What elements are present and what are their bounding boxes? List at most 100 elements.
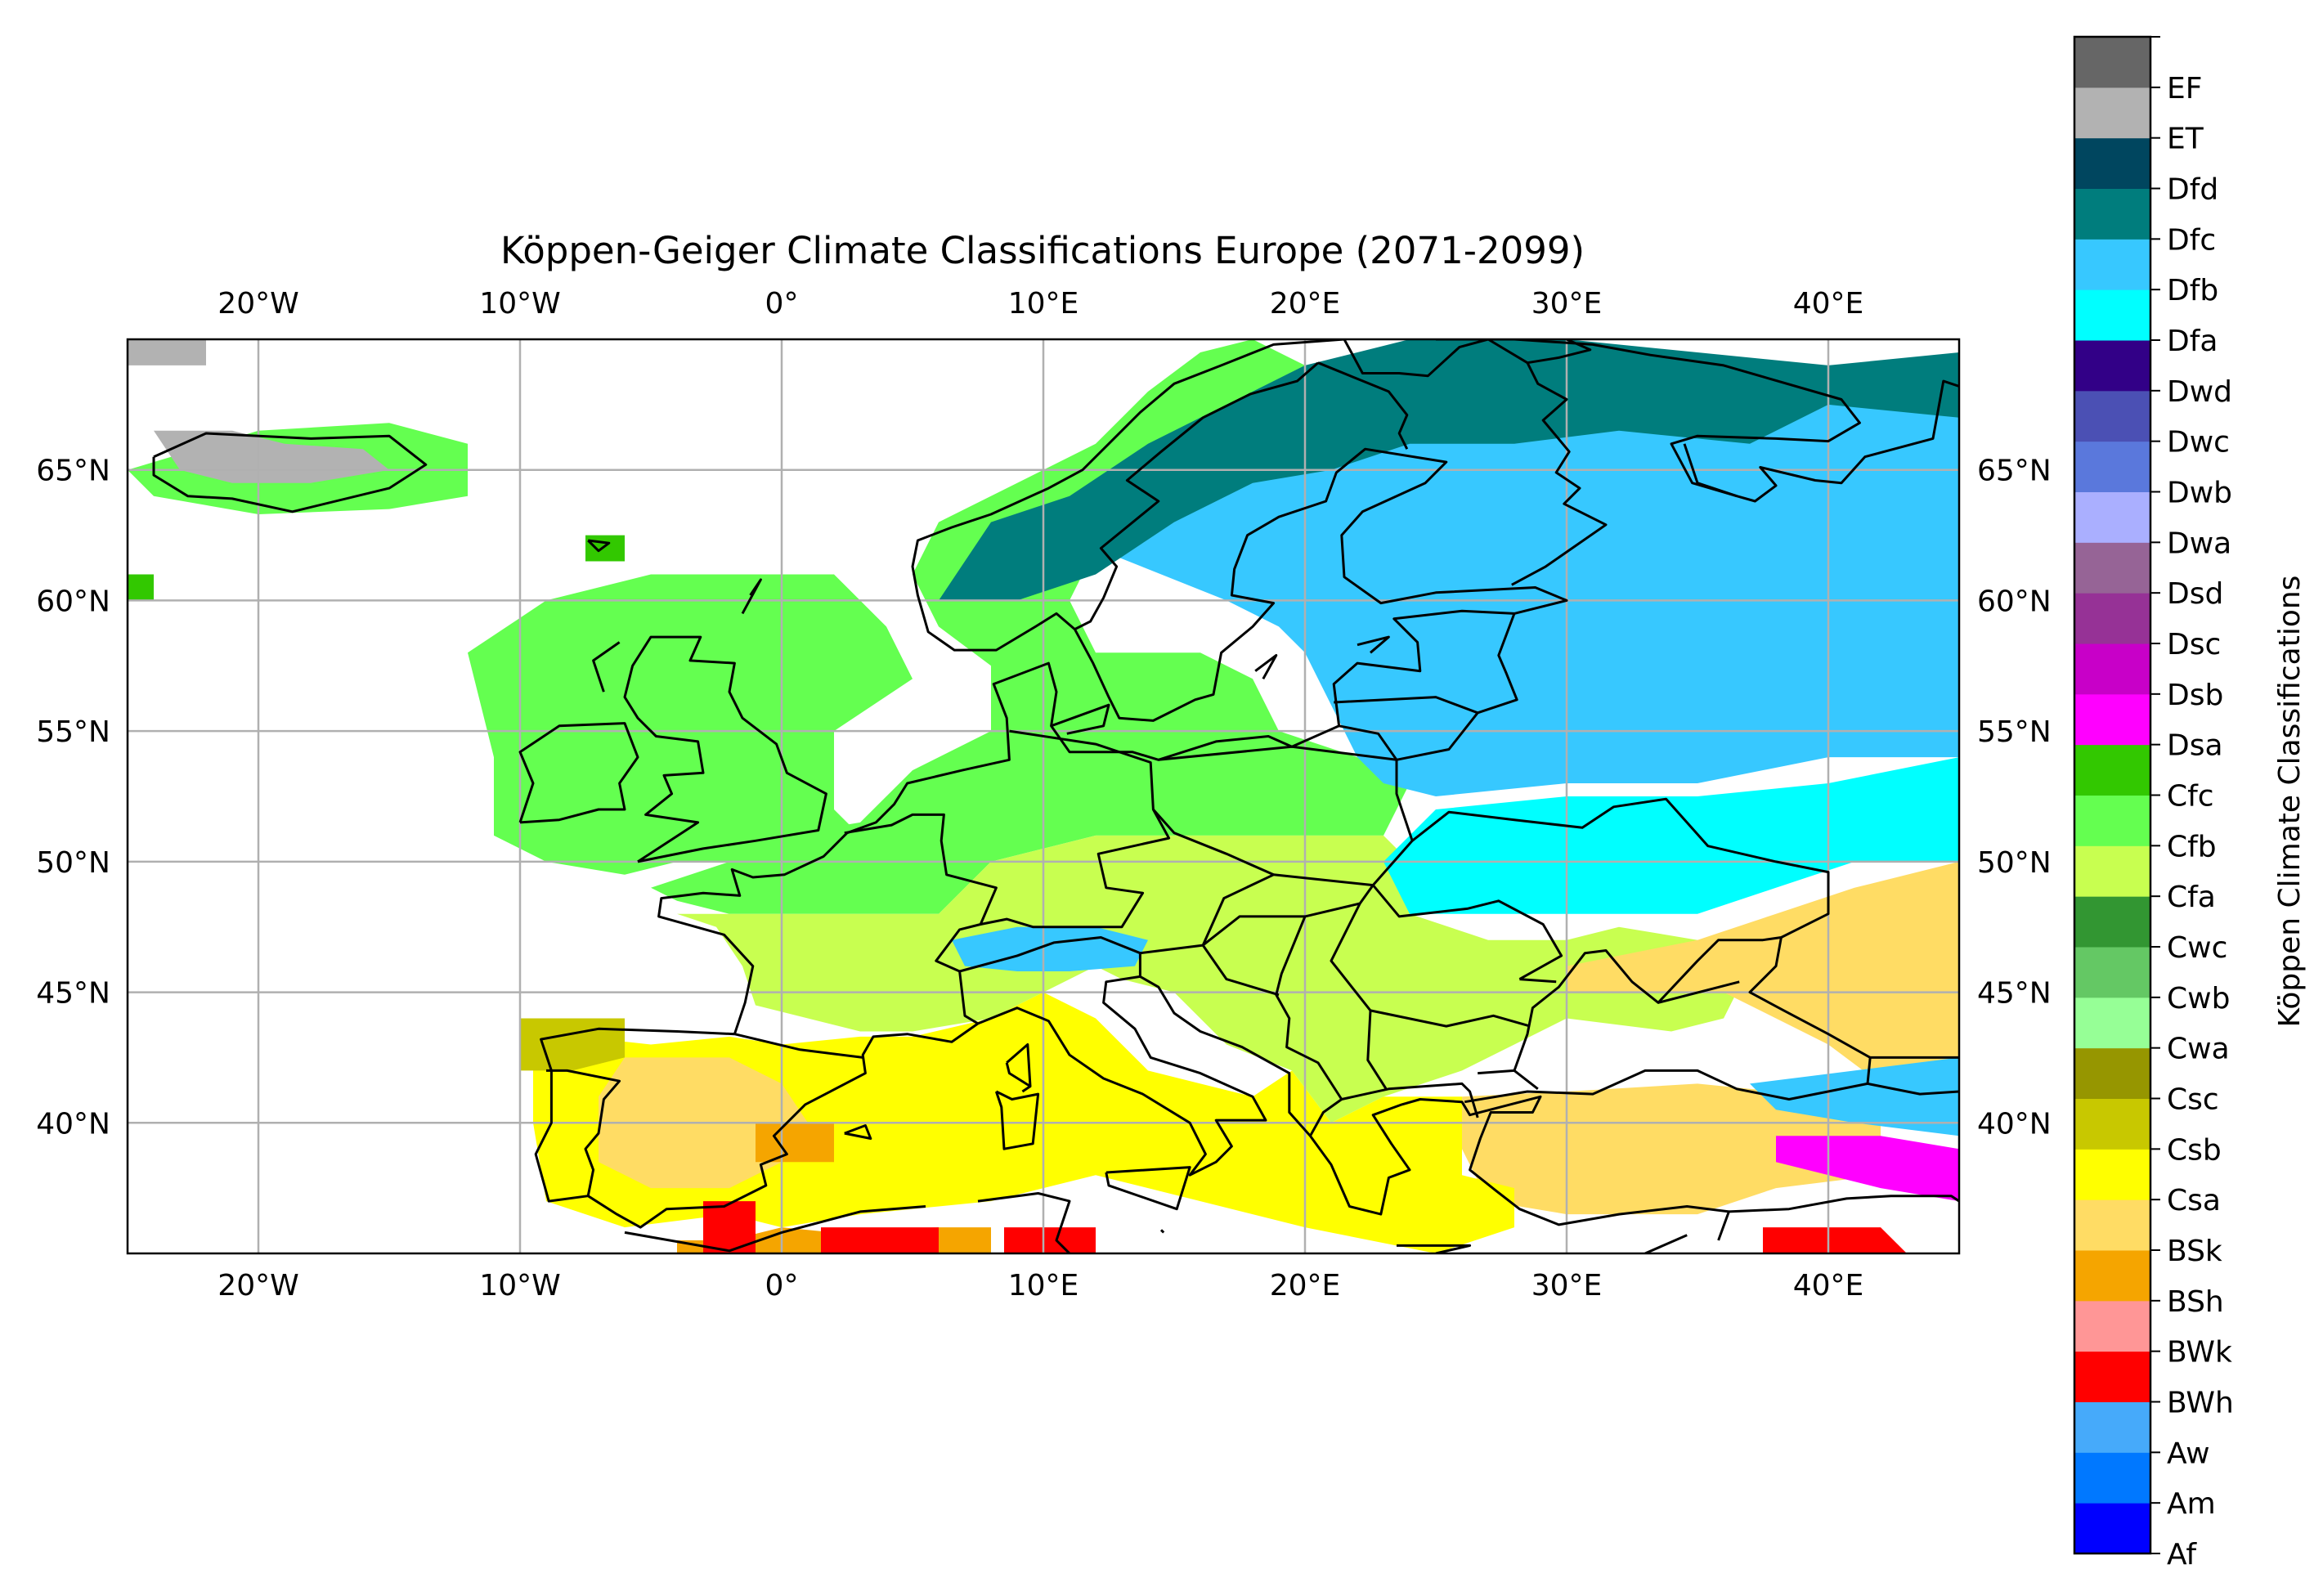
lat-tick-label-left: 55°N <box>36 715 110 749</box>
coastline <box>1683 443 1738 498</box>
colorbar-swatch-csc <box>2074 1047 2150 1099</box>
coastline <box>1464 937 1872 1104</box>
colorbar-swatch-dfa <box>2074 289 2150 341</box>
coastline <box>152 432 428 513</box>
region-bwh <box>703 1201 756 1253</box>
lon-tick-label-bottom: 10°W <box>479 1269 560 1302</box>
coastline <box>1074 361 1319 630</box>
colorbar-label-dsc: Dsc <box>2167 628 2221 661</box>
coastline <box>1397 1244 1472 1253</box>
colorbar-swatch-dfb <box>2074 239 2150 290</box>
colorbar-swatch-cwc <box>2074 896 2150 948</box>
coastline <box>1511 339 1608 586</box>
region-bsk <box>1567 861 1959 1084</box>
colorbar-label-et: ET <box>2167 123 2204 156</box>
coastline <box>1051 703 1110 735</box>
coastline <box>1275 916 1343 1137</box>
colorbar-swatch-cfa <box>2074 845 2150 897</box>
colorbar-swatch-dsc <box>2074 593 2150 644</box>
lon-tick-label-bottom: 20°W <box>217 1269 298 1302</box>
coastline <box>534 975 1730 1241</box>
coastline <box>1152 809 1275 876</box>
colorbar-label-csc: Csc <box>2167 1083 2219 1117</box>
coastline <box>1159 1229 1165 1234</box>
coastline <box>1396 612 1518 761</box>
lon-tick-label-bottom: 30°E <box>1531 1269 1603 1302</box>
colorbar-swatch-dsd <box>2074 542 2150 594</box>
colorbar-swatch-et <box>2074 87 2150 139</box>
coastline <box>1436 339 1959 503</box>
colorbar-label-dfc: Dfc <box>2167 223 2216 257</box>
coastline <box>1644 1234 1688 1253</box>
lon-tick-label-bottom: 10°E <box>1008 1269 1079 1302</box>
lon-tick-label-top: 10°W <box>479 287 560 321</box>
lat-tick-label-right: 40°N <box>1977 1107 2052 1141</box>
region-dfa <box>1383 757 1959 914</box>
colorbar-label-dsb: Dsb <box>2167 679 2223 712</box>
colorbar-label-bsk: BSk <box>2167 1235 2222 1268</box>
colorbar-swatch-dfd <box>2074 137 2150 189</box>
coastline <box>977 1192 1071 1253</box>
lat-tick-label-left: 50°N <box>36 846 110 880</box>
region-cfb <box>651 339 1410 914</box>
colorbar-swatch-aw <box>2074 1401 2150 1453</box>
colorbar-swatch-dsa <box>2074 693 2150 746</box>
lon-tick-label-top: 40°E <box>1793 287 1864 321</box>
coastline <box>587 539 611 553</box>
coastline <box>1729 1195 1959 1213</box>
region-cfb <box>468 574 913 875</box>
coastline <box>657 339 1568 1035</box>
colorbar-swatch-dfc <box>2074 188 2150 240</box>
lon-tick-label-top: 10°E <box>1008 287 1079 321</box>
colorbar-swatch-ef <box>2074 37 2150 88</box>
region-cfa <box>677 835 1750 1123</box>
lon-tick-label-bottom: 20°E <box>1270 1269 1341 1302</box>
colorbar-swatch-cwb <box>2074 947 2150 998</box>
colorbar-label-dwb: Dwb <box>2167 477 2232 510</box>
lon-tick-label-top: 20°E <box>1270 287 1341 321</box>
lon-tick-label-top: 0° <box>765 287 799 321</box>
lon-tick-label-top: 20°W <box>217 287 298 321</box>
lat-tick-label-right: 55°N <box>1977 715 2052 749</box>
region-dfb <box>1750 1057 1959 1136</box>
colorbar-label-dfd: Dfd <box>2167 173 2218 207</box>
colorbar-label: Köppen Climate Classifications <box>2273 576 2307 1028</box>
coastline <box>624 1205 926 1253</box>
lon-tick-label-top: 30°E <box>1531 287 1603 321</box>
region-bwh <box>1004 1227 1096 1253</box>
colorbar-swatch-bsk <box>2074 1199 2150 1251</box>
colorbar-swatch-dwa <box>2074 491 2150 543</box>
coastline <box>1372 884 1563 980</box>
coastline <box>1158 745 1414 886</box>
colorbar-label-cfc: Cfc <box>2167 780 2214 814</box>
coastline <box>1330 903 1531 1028</box>
lat-tick-label-right: 45°N <box>1977 977 2052 1011</box>
colorbar-swatch-csa <box>2074 1149 2150 1200</box>
coastline <box>980 729 1171 929</box>
lon-tick-label-bottom: 40°E <box>1793 1269 1864 1302</box>
colorbar-label-aw: Aw <box>2167 1437 2210 1470</box>
lat-tick-label-left: 65°N <box>36 455 110 488</box>
colorbar-label-bwh: BWh <box>2167 1387 2234 1420</box>
lat-tick-label-right: 60°N <box>1977 585 2052 618</box>
coastlines <box>152 339 1959 1253</box>
coastline <box>1519 978 1557 984</box>
coastline <box>623 635 827 863</box>
region-cfc <box>585 535 625 562</box>
colorbar-swatch-cfc <box>2074 744 2150 796</box>
lat-tick-label-left: 60°N <box>36 585 110 618</box>
colorbar-label-af: Af <box>2167 1538 2197 1571</box>
colorbar-label-csb: Csb <box>2167 1133 2222 1167</box>
coastline <box>1343 339 1528 378</box>
colorbar-label-csa: Csa <box>2167 1184 2221 1217</box>
map-area <box>128 339 1959 1253</box>
coastline <box>1105 1166 1191 1211</box>
coastline <box>1411 797 1830 1090</box>
colorbar-label-cwc: Cwc <box>2167 931 2227 965</box>
colorbar-swatch-csb <box>2074 1098 2150 1150</box>
coastline <box>546 1069 621 1196</box>
colorbar-label-bwk: BWk <box>2167 1336 2232 1370</box>
region-cfc <box>128 574 154 601</box>
coastline <box>1201 944 1280 997</box>
